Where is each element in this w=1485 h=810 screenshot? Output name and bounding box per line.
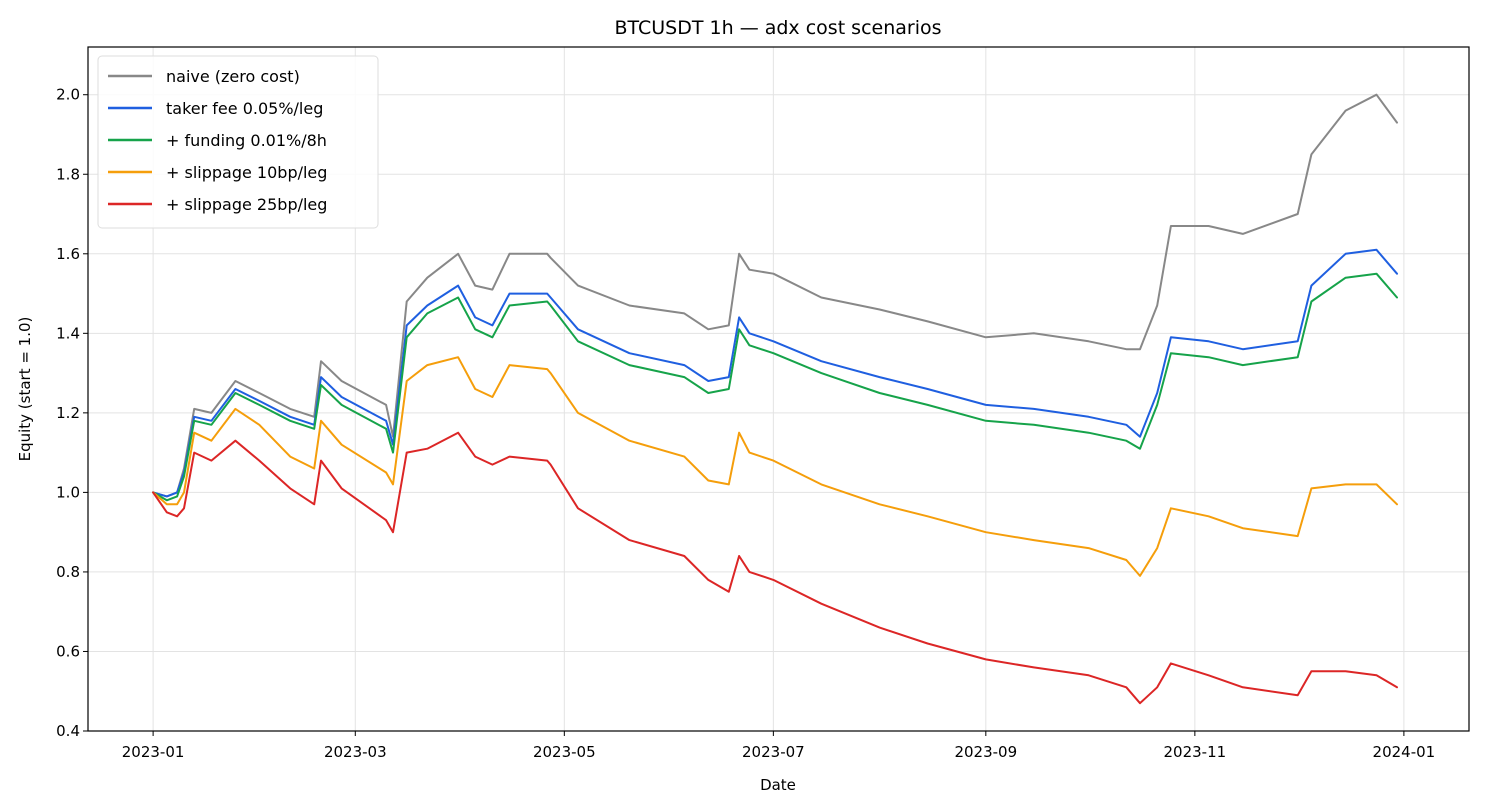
x-axis: 2023-01 2023-03 2023-05 2023-07 2023-09 2023-… [122, 731, 1435, 761]
x-tick-label: 2023-01 [122, 743, 185, 761]
legend-label: + slippage 10bp/leg [166, 163, 327, 182]
x-tick-label: 2024-01 [1373, 743, 1436, 761]
series-line [152, 248, 1398, 498]
series-lines [152, 93, 1398, 705]
legend-label: + slippage 25bp/leg [166, 195, 327, 214]
y-tick-label: 2.0 [56, 86, 80, 104]
y-tick-label: 0.4 [56, 722, 80, 740]
y-tick-label: 1.8 [56, 165, 80, 183]
x-tick-label: 2023-11 [1164, 743, 1227, 761]
y-axis: 0.4 0.6 0.8 1.0 1.2 1.4 1.6 1.8 2.0 [56, 86, 88, 740]
legend: naive (zero cost) taker fee 0.05%/leg + fu… [97, 55, 379, 229]
series-line [152, 93, 1398, 498]
x-tick-label: 2023-07 [742, 743, 805, 761]
series-line [152, 272, 1398, 502]
chart-title: BTCUSDT 1h — adx cost scenarios [614, 17, 941, 39]
y-tick-label: 1.4 [56, 324, 80, 342]
y-tick-label: 1.6 [56, 245, 80, 263]
y-tick-label: 0.6 [56, 642, 80, 660]
series-line [152, 431, 1398, 705]
x-tick-label: 2023-05 [533, 743, 596, 761]
legend-label: + funding 0.01%/8h [166, 131, 327, 150]
x-tick-label: 2023-09 [954, 743, 1017, 761]
plot-area-frame [87, 46, 1470, 732]
x-axis-label: Date [760, 776, 796, 794]
legend-box [97, 55, 379, 229]
y-axis-label: Equity (start = 1.0) [16, 317, 34, 462]
y-tick-label: 0.8 [56, 563, 80, 581]
y-tick-label: 1.2 [56, 404, 80, 422]
x-tick-label: 2023-03 [324, 743, 387, 761]
series-line [152, 356, 1398, 577]
legend-label: taker fee 0.05%/leg [166, 99, 323, 118]
y-tick-label: 1.0 [56, 483, 80, 501]
legend-label: naive (zero cost) [166, 67, 300, 86]
